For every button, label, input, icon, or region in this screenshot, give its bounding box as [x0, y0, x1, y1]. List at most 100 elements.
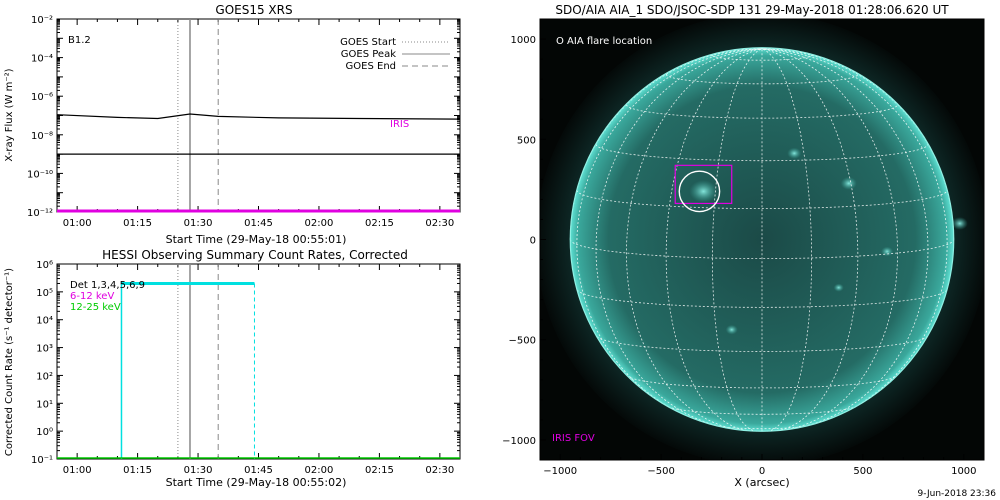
aia-bright-region — [833, 283, 844, 292]
hessi-y-tick-label: 10³ — [36, 344, 53, 355]
aia-bright-region — [725, 324, 738, 335]
aia-longitude-line — [576, 48, 763, 417]
aia-latitude-line — [712, 55, 812, 61]
aia-longitude-line — [625, 48, 763, 431]
aia-y-tick-label: −500 — [509, 336, 536, 347]
hessi-y-tick-label: 10⁴ — [36, 316, 53, 327]
aia-latitude-line — [576, 289, 948, 308]
goes-class-label: B1.2 — [68, 35, 91, 46]
hessi-y-label: Corrected Count Rate (s⁻¹ detector⁻¹) — [4, 268, 15, 456]
hessi-x-tick-label: 02:00 — [305, 465, 334, 476]
goes-y-tick-label: 10⁻⁸ — [31, 131, 53, 142]
aia-flare-marker — [678, 170, 721, 213]
aia-bright-region — [787, 147, 802, 159]
aia-x-tick-label: 1000 — [951, 466, 976, 477]
hessi-y-tick-label: 10⁶ — [36, 260, 53, 271]
aia-iris-fov-label: IRIS FOV — [552, 433, 595, 444]
goes-x-tick-label: 02:00 — [305, 218, 334, 229]
aia-y-tick-label: 0 — [530, 236, 536, 247]
goes-x-tick-label: 01:00 — [63, 218, 92, 229]
aia-x-tick-label: 0 — [759, 466, 765, 477]
goes-y-tick-label: 10⁻² — [31, 15, 53, 26]
aia-y-tick-label: −1000 — [502, 436, 536, 447]
aia-longitude-line — [761, 48, 948, 417]
goes-x-tick-label: 01:45 — [244, 218, 273, 229]
aia-x-tick-label: −1000 — [543, 466, 577, 477]
goes-x-tick-label: 01:15 — [123, 218, 152, 229]
goes-x-tick-label: 02:30 — [425, 218, 454, 229]
aia-solar-disk — [570, 47, 954, 432]
aia-y-tick-label: 1000 — [511, 35, 536, 46]
goes-iris-label: IRIS — [390, 119, 409, 130]
aia-latitude-line — [716, 425, 808, 430]
goes-title: GOES15 XRS — [215, 3, 292, 17]
hessi-y-tick-label: 10⁵ — [36, 288, 53, 299]
hessi-x-axis: 01:00 01:15 01:30 01:45 02:00 02:15 02:30 — [56, 264, 461, 476]
aia-longitude-line — [665, 48, 763, 431]
aia-bright-region — [951, 217, 968, 230]
hessi-y-tick-label: 10² — [36, 371, 53, 382]
aia-y-tick-label: 500 — [517, 135, 536, 146]
goes-y-tick-label: 10⁻⁴ — [31, 54, 53, 65]
hessi-x-tick-label: 01:15 — [123, 465, 152, 476]
aia-longitude-line — [761, 48, 859, 431]
aia-longitude-line — [712, 48, 763, 432]
hessi-legend-label: 6-12 keV — [70, 291, 114, 302]
aia-y-axis: −1000 −500 0 500 1000 — [502, 35, 546, 447]
hessi-y-tick-label: 10¹ — [36, 399, 53, 410]
aia-latitude-line — [596, 336, 928, 352]
hessi-x-tick-label: 01:30 — [184, 465, 213, 476]
iris-fov-box — [674, 164, 733, 205]
hessi-y-tick-label: 10⁻¹ — [31, 455, 53, 466]
hessi-x-tick-label: 01:45 — [244, 465, 273, 476]
aia-latitude-line — [626, 375, 898, 389]
aia-x-label: X (arcsec) — [734, 476, 789, 489]
footer-date: 9-Jun-2018 23:36 — [918, 489, 997, 499]
goes-y-axis: 10⁻¹² 10⁻¹⁰ 10⁻⁸ 10⁻⁶ 10⁻⁴ 10⁻² — [27, 15, 460, 219]
hessi-legend-label: Det 1,3,4,5,6,9 — [70, 280, 145, 291]
goes-flux-series — [56, 113, 461, 213]
goes-x-tick-label: 01:30 — [184, 218, 213, 229]
goes-panel: GOES15 XRS B1.2 10⁻¹²10⁻¹⁰10⁻⁸10⁻⁶10⁻⁴10… — [4, 3, 461, 246]
goes-plot-frame — [56, 18, 461, 213]
hessi-title: HESSI Observing Summary Count Rates, Cor… — [102, 248, 408, 262]
hessi-count-series — [57, 281, 460, 459]
aia-bright-region — [840, 176, 857, 190]
hessi-x-tick-label: 02:30 — [425, 465, 454, 476]
aia-panel: SDO/AIA AIA_1 SDO/JSOC-SDP 131 29-May-20… — [502, 3, 985, 489]
aia-longitude-line — [761, 48, 929, 429]
goes-legend-label: GOES Start — [340, 37, 396, 48]
aia-bright-region — [689, 180, 718, 203]
hessi-event-lines — [177, 264, 219, 459]
hessi-panel: HESSI Observing Summary Count Rates, Cor… — [4, 248, 461, 489]
aia-flare-location-label: O AIA flare location — [556, 36, 652, 47]
goes-y-tick-label: 10⁻¹² — [27, 208, 53, 219]
goes-legend-label: GOES Peak — [341, 49, 396, 60]
hessi-x-label: Start Time (29-May-18 00:55:02) — [166, 476, 347, 489]
goes-x-tick-label: 02:15 — [365, 218, 394, 229]
aia-longitude-line — [595, 48, 763, 429]
goes-y-tick-label: 10⁻¹⁰ — [27, 169, 53, 180]
goes-series-line-1 — [56, 113, 461, 120]
hessi-y-axis: 10⁻¹ 10⁰ 10¹ 10² 10³ 10⁴ 10⁵ 10⁶ — [31, 260, 460, 466]
goes-y-tick-label: 10⁻⁶ — [31, 92, 53, 103]
aia-solar-limb — [569, 47, 955, 432]
aia-title: SDO/AIA AIA_1 SDO/JSOC-SDP 131 29-May-20… — [555, 3, 949, 17]
goes-legend-label: GOES End — [346, 61, 396, 72]
aia-longitude-line — [761, 48, 899, 431]
aia-x-axis: −1000 −500 0 500 1000 — [543, 454, 977, 477]
aia-x-tick-label: 500 — [853, 466, 872, 477]
aia-bright-region — [881, 246, 894, 257]
goes-y-label: X-ray Flux (W m⁻²) — [4, 68, 15, 161]
aia-active-regions — [689, 147, 968, 335]
aia-x-tick-label: −500 — [647, 466, 674, 477]
aia-latitude-line — [576, 189, 948, 210]
hessi-x-tick-label: 02:15 — [365, 465, 394, 476]
hessi-legend-label: 12-25 keV — [70, 302, 121, 313]
hessi-y-tick-label: 10⁰ — [36, 427, 53, 438]
aia-longitude-line — [761, 48, 812, 432]
hessi-x-tick-label: 01:00 — [63, 465, 92, 476]
goes-x-label: Start Time (29-May-18 00:55:01) — [166, 233, 347, 246]
